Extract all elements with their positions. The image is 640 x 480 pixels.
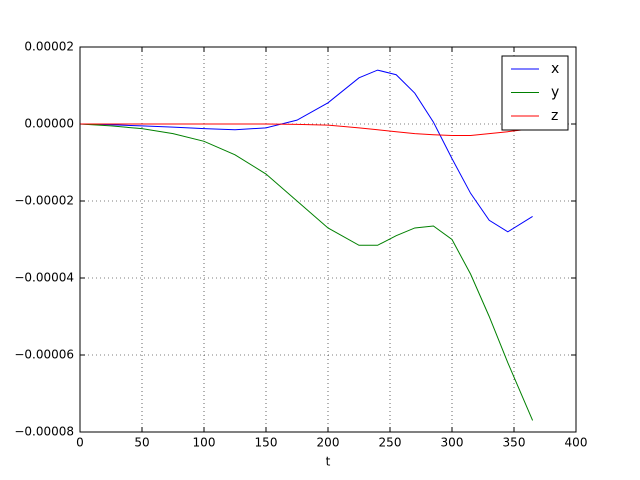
- y-tick-label: −0.00002: [14, 194, 74, 208]
- y-tick-label: −0.00004: [14, 271, 74, 285]
- x-axis-label: t: [326, 455, 331, 469]
- y-tick-label: −0.00008: [14, 425, 74, 439]
- x-tick-label: 300: [441, 436, 464, 450]
- data-line: [79, 123, 534, 421]
- data-line: [80, 123, 533, 137]
- x-tick-label: 400: [565, 436, 588, 450]
- x-tick-label: 350: [503, 436, 526, 450]
- legend-label: y: [551, 85, 559, 101]
- legend-label: x: [551, 61, 559, 77]
- x-tick-label: 250: [379, 436, 402, 450]
- x-tick-label: 50: [134, 436, 149, 450]
- data-line: [79, 69, 533, 233]
- y-tick-label: 0.00002: [24, 40, 74, 54]
- plot-frame: [79, 46, 577, 433]
- y-tick-label: 0.00000: [24, 117, 74, 131]
- x-tick-label: 0: [76, 436, 84, 450]
- legend-label: z: [551, 108, 558, 124]
- x-tick-label: 100: [193, 436, 216, 450]
- x-tick-label: 200: [317, 436, 340, 450]
- x-tick-label: 150: [255, 436, 278, 450]
- y-tick-label: −0.00006: [14, 348, 74, 362]
